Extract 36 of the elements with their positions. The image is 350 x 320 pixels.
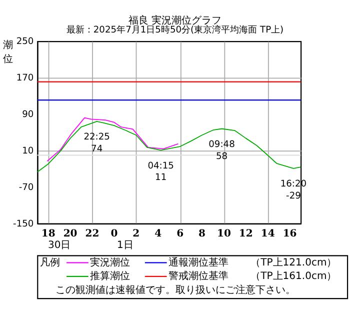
x-tick-label: 16 bbox=[282, 228, 297, 240]
x-tick-label: 14 bbox=[260, 228, 275, 240]
line-series bbox=[46, 117, 179, 162]
annotation: 09:48 58 bbox=[208, 140, 236, 162]
x-tick-label: 18 bbox=[41, 228, 56, 240]
chart-subtitle: 最新：2025年7月1日5時50分(東京湾平均海面 TP上) bbox=[66, 24, 284, 36]
y-tick-label: -70 bbox=[18, 182, 34, 193]
annotation: 04:15 11 bbox=[148, 161, 174, 184]
text: 1日 bbox=[116, 240, 134, 252]
y-axis-title: 潮位 bbox=[3, 39, 14, 65]
legend-label: 推算潮位 bbox=[90, 270, 130, 282]
line-series bbox=[37, 121, 301, 172]
legend-title: 凡例 bbox=[40, 257, 60, 268]
x-tick-label: 22 bbox=[85, 228, 100, 240]
x-tick-label: 20 bbox=[63, 228, 78, 240]
x-tick-label: 4 bbox=[154, 228, 162, 240]
annotation: 22:25 74 bbox=[84, 132, 110, 155]
y-tick-label: 170 bbox=[16, 73, 34, 84]
y-tick-label: 250 bbox=[16, 36, 34, 47]
text: 30日 bbox=[48, 240, 71, 252]
y-tick-label: 10 bbox=[22, 146, 34, 156]
x-tick-label: 8 bbox=[198, 228, 206, 240]
legend-label: 警戒潮位基準 bbox=[168, 270, 229, 282]
x-tick-label: 2 bbox=[132, 228, 140, 240]
text: （TP上121.0cm） bbox=[250, 256, 337, 268]
text: この観測値は速報値です。取り扱いにご注意下さい。 bbox=[56, 284, 296, 296]
text: （TP上161.0cm） bbox=[250, 270, 337, 282]
legend-label: 通報潮位基準 bbox=[168, 256, 229, 268]
legend-label: 実況潮位 bbox=[90, 256, 130, 268]
x-tick-label: 10 bbox=[216, 228, 231, 240]
x-tick-label: 0 bbox=[110, 228, 118, 240]
y-tick-label: 90 bbox=[22, 110, 34, 120]
y-tick-label: -150 bbox=[13, 219, 34, 230]
x-tick-label: 6 bbox=[176, 228, 184, 240]
chart-title: 福良 実況潮位グラフ bbox=[128, 14, 222, 26]
x-tick-label: 12 bbox=[238, 228, 253, 240]
